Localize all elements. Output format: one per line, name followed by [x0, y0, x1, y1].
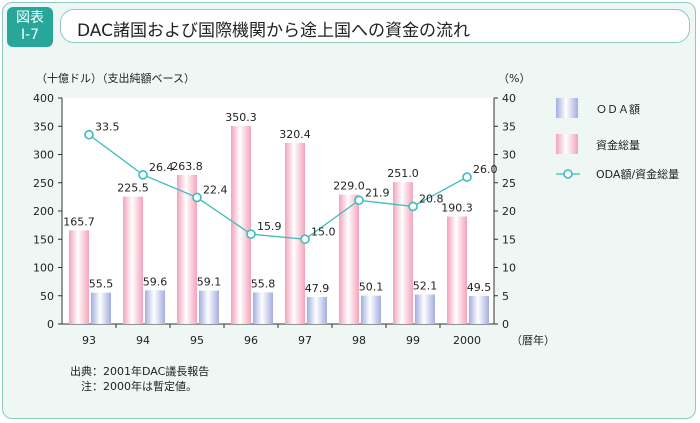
bar-oda — [361, 295, 381, 324]
y-right-tick-label: 25 — [502, 177, 516, 190]
data-label-oda: 59.6 — [143, 275, 168, 288]
bar-total — [123, 196, 143, 324]
ratio-point — [354, 195, 364, 206]
data-label-ratio: 20.8 — [419, 192, 444, 205]
data-label-oda: 52.1 — [413, 280, 438, 293]
bar-total — [177, 174, 197, 324]
ratio-point — [408, 201, 418, 212]
ratio-point — [192, 192, 202, 203]
data-label-total: 190.3 — [441, 201, 473, 214]
legend-label-total: 資金総量 — [596, 138, 640, 152]
chart-title: DAC諸国および国際機関から途上国への資金の流れ — [77, 21, 470, 41]
ratio-point — [138, 170, 148, 180]
y-right-tick-label: 5 — [502, 290, 509, 303]
y-left-tick-label: 300 — [33, 149, 54, 162]
bar-oda — [145, 290, 165, 324]
data-label-oda: 49.5 — [467, 281, 492, 294]
figure-badge: 図表 Ⅰ-7 — [7, 7, 53, 47]
y-left-tick-label: 400 — [33, 92, 54, 105]
data-label-oda: 55.8 — [251, 277, 276, 290]
y-axis-right-label: （%） — [498, 72, 530, 85]
data-label-ratio: 26.4 — [149, 161, 174, 174]
y-left-tick-label: 150 — [33, 233, 54, 246]
legend-marker-ratio — [563, 169, 573, 179]
x-tick-label: 95 — [190, 334, 204, 347]
x-tick-label: 98 — [352, 334, 366, 347]
x-axis-label: （暦年） — [511, 333, 555, 347]
y-right-tick-label: 10 — [502, 262, 516, 275]
y-axis-left-label: （十億ドル）（支出純額ベース） — [36, 71, 195, 85]
y-right-tick-label: 0 — [502, 318, 509, 331]
bar-oda — [253, 292, 273, 324]
ratio-point — [246, 229, 256, 239]
x-tick-label: 93 — [82, 334, 96, 347]
bar-total — [285, 142, 305, 324]
data-label-total: 251.0 — [387, 167, 419, 180]
bar-oda — [415, 294, 435, 324]
legend-swatch-total — [556, 134, 578, 154]
data-label-ratio: 26.0 — [473, 163, 498, 176]
y-left-tick-label: 100 — [33, 262, 54, 275]
title-box: DAC諸国および国際機関から途上国への資金の流れ — [60, 9, 690, 43]
data-label-oda: 50.1 — [359, 281, 384, 294]
figure-badge-label: 図表 — [16, 10, 44, 26]
footnote: 注：2000年は暫定値。 — [70, 380, 197, 393]
data-label-ratio: 15.9 — [257, 220, 282, 233]
bar-oda — [91, 292, 111, 324]
data-label-ratio: 21.9 — [365, 186, 390, 199]
bar-total — [447, 216, 467, 324]
y-right-tick-label: 15 — [502, 233, 516, 246]
bar-oda — [469, 296, 489, 324]
ratio-point — [300, 234, 310, 245]
ratio-line — [88, 134, 468, 240]
data-label-ratio: 22.4 — [203, 183, 228, 196]
data-label-ratio: 15.0 — [311, 225, 336, 238]
y-left-tick-label: 0 — [47, 318, 54, 331]
x-tick-label: 99 — [406, 334, 420, 347]
data-label-oda: 59.1 — [197, 276, 222, 289]
ratio-point — [84, 129, 94, 140]
bar-oda — [199, 290, 219, 324]
y-left-tick-label: 200 — [33, 205, 54, 218]
data-label-oda: 47.9 — [305, 282, 330, 295]
data-label-total: 165.7 — [63, 215, 95, 228]
bar-total — [69, 230, 89, 324]
data-label-total: 225.5 — [117, 182, 149, 195]
bar-total — [339, 194, 359, 324]
bar-total — [231, 126, 251, 324]
x-tick-label: 2000 — [453, 334, 481, 347]
y-right-tick-label: 35 — [502, 120, 516, 133]
bar-total — [393, 182, 413, 324]
data-label-total: 263.8 — [171, 160, 203, 173]
data-label-total: 350.3 — [225, 111, 257, 124]
source-note: 出典：2001年DAC議長報告 — [70, 365, 210, 378]
ratio-point — [462, 172, 472, 182]
data-label-ratio: 33.5 — [95, 121, 120, 134]
y-left-tick-label: 50 — [40, 290, 54, 303]
legend-label-ratio: ODA額/資金総量 — [596, 167, 679, 181]
y-left-tick-label: 250 — [33, 177, 54, 190]
y-right-tick-label: 20 — [502, 205, 516, 218]
legend-label-oda: ＯＤＡ額 — [596, 103, 640, 116]
y-right-tick-label: 40 — [502, 92, 516, 105]
y-right-tick-label: 30 — [502, 149, 516, 162]
data-label-total: 229.0 — [333, 180, 365, 193]
bar-oda — [307, 296, 327, 324]
figure-badge-number: Ⅰ-7 — [20, 27, 40, 43]
x-tick-label: 97 — [298, 334, 312, 347]
legend-swatch-oda — [556, 98, 578, 118]
y-left-tick-label: 350 — [33, 120, 54, 133]
notes: 出典：2001年DAC議長報告 注：2000年は暫定値。 — [70, 364, 209, 394]
data-label-total: 320.4 — [279, 128, 311, 141]
x-tick-label: 96 — [244, 334, 258, 347]
data-label-oda: 55.5 — [89, 278, 114, 291]
x-tick-label: 94 — [136, 334, 150, 347]
